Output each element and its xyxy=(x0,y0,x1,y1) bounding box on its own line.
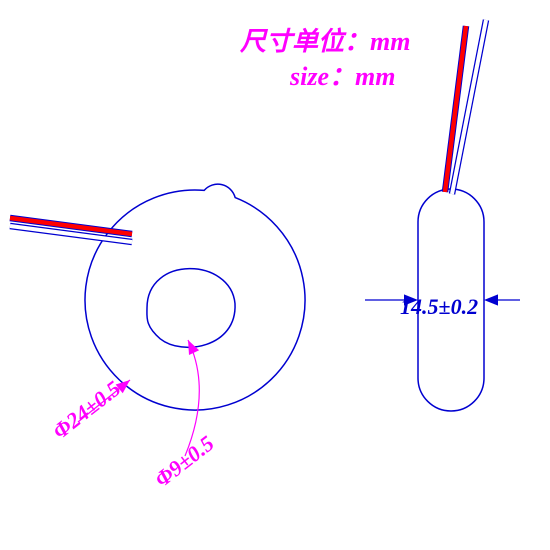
dim-width-text: 14.5±0.2 xyxy=(400,294,478,319)
title-line1: 尺寸单位：mm xyxy=(239,27,410,56)
dim-inner-text: Φ9±0.5 xyxy=(150,430,219,492)
dim-outer-text: Φ24±0.5 xyxy=(48,376,126,444)
technical-drawing: 尺寸单位：mm size：mm 14.5±0.2 Φ24±0.5 Φ9±0.5 xyxy=(0,0,550,550)
title-line2: size：mm xyxy=(289,62,395,91)
top-view-outer xyxy=(85,184,305,410)
top-view-inner xyxy=(147,269,235,348)
